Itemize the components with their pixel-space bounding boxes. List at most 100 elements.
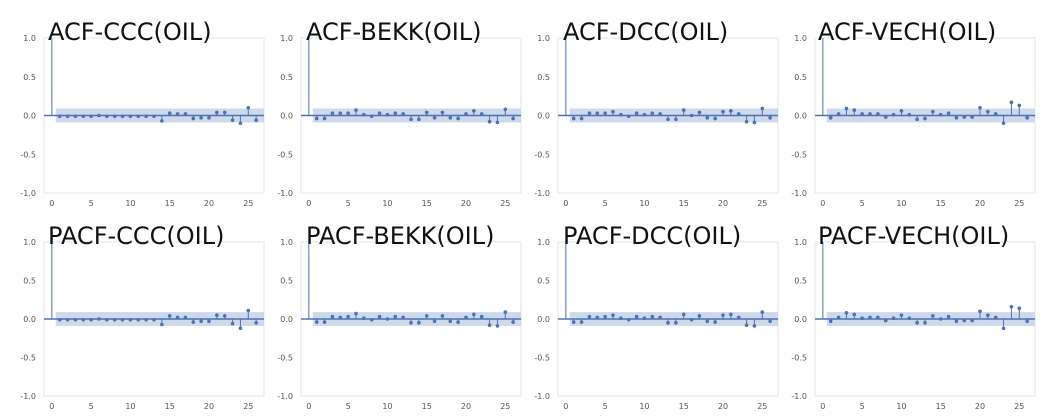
x-tick-label: 5 <box>89 402 94 411</box>
stem-marker <box>338 111 343 115</box>
stem-marker <box>666 117 670 122</box>
stem-marker <box>191 116 196 121</box>
x-tick-label: 20 <box>718 402 728 411</box>
stem-marker <box>938 112 943 117</box>
x-tick-label: 15 <box>165 199 175 208</box>
stem-marker <box>571 320 576 324</box>
y-tick-label: -1.0 <box>534 392 550 401</box>
stem-marker <box>978 105 982 110</box>
stem-marker <box>705 319 710 324</box>
y-tick-label: 1.0 <box>794 238 807 247</box>
stem-marker <box>120 317 125 322</box>
stem-marker <box>105 317 109 322</box>
stem-marker <box>246 105 251 110</box>
y-tick-label: 0.5 <box>23 277 36 286</box>
stem-marker <box>222 110 227 115</box>
stem-marker <box>760 106 765 111</box>
stem-marker <box>417 117 421 122</box>
stem-marker <box>65 317 70 322</box>
stem-marker <box>705 116 710 120</box>
stem-marker <box>362 112 366 117</box>
chart-title: ACF-CCC(OIL) <box>48 18 212 46</box>
stem-marker <box>354 108 358 112</box>
stem-marker <box>768 116 772 120</box>
y-tick-label: 1.0 <box>280 34 293 43</box>
stem-marker <box>112 114 117 119</box>
stem-marker <box>752 324 757 328</box>
stem-marker <box>144 114 148 119</box>
stem-marker <box>852 108 857 112</box>
stem-marker <box>175 315 180 320</box>
stem-marker <box>852 312 857 317</box>
stem-marker <box>658 112 662 116</box>
stem-marker <box>160 322 164 327</box>
stem-marker <box>456 320 460 324</box>
x-tick-label: 10 <box>639 199 649 208</box>
y-tick-label: 0.0 <box>537 315 550 324</box>
stem-marker <box>128 317 133 322</box>
stem-marker <box>931 109 935 114</box>
y-tick-label: 0.0 <box>23 315 36 324</box>
stem-marker <box>230 118 235 122</box>
y-tick-label: 0.0 <box>23 112 36 121</box>
stem-marker <box>89 114 93 119</box>
stem-marker <box>322 116 327 121</box>
stem-marker <box>417 321 421 325</box>
x-tick-label: 20 <box>975 199 985 208</box>
stem-marker <box>946 314 951 319</box>
stem-marker <box>254 321 258 325</box>
x-tick-label: 0 <box>49 402 54 411</box>
stem-marker <box>409 117 413 122</box>
stem-marker <box>472 109 476 113</box>
x-tick-label: 20 <box>204 402 214 411</box>
y-tick-label: -1.0 <box>277 189 293 198</box>
stem-marker <box>81 114 86 119</box>
stem-marker <box>314 116 319 121</box>
x-tick-label: 10 <box>125 199 135 208</box>
stem-marker <box>338 315 343 320</box>
chart-panel: -1.0 -0.5 0.0 0.5 1.0 0 5 10 15 20 25 PACF-BEKK(OIL… <box>277 222 522 411</box>
chart-panel: -1.0 -0.5 0.0 0.5 1.0 0 5 10 15 20 25 PACF-DCC(OIL) <box>534 222 779 411</box>
stem-marker <box>634 314 639 319</box>
stem-marker <box>330 314 335 319</box>
stem-marker <box>377 111 382 115</box>
stem-marker <box>1025 116 1029 120</box>
stem-marker <box>860 112 864 116</box>
y-tick-label: -0.5 <box>534 354 550 363</box>
stem-marker <box>729 312 733 317</box>
y-tick-label: 1.0 <box>537 34 550 43</box>
stem-marker <box>73 114 78 119</box>
chart-title: PACF-BEKK(OIL) <box>306 222 494 250</box>
x-tick-label: 10 <box>382 402 392 411</box>
y-tick-label: 1.0 <box>23 34 36 43</box>
stem-marker <box>681 108 686 112</box>
x-tick-label: 0 <box>563 402 568 411</box>
y-tick-label: 0.5 <box>537 73 550 82</box>
y-tick-label: -0.5 <box>534 150 550 159</box>
stem-marker <box>697 314 702 318</box>
stem-marker <box>112 317 117 322</box>
stem-marker <box>199 319 203 324</box>
x-tick-label: 10 <box>382 199 392 208</box>
stem-marker <box>1001 121 1006 126</box>
stem-marker <box>314 320 319 324</box>
stem-marker <box>456 116 460 121</box>
stem-marker <box>619 316 623 321</box>
stem-marker <box>1017 103 1022 108</box>
stem-marker <box>868 112 872 116</box>
stem-marker <box>330 111 335 115</box>
x-tick-label: 15 <box>936 199 946 208</box>
stem-marker <box>191 320 196 324</box>
stem-marker <box>57 317 62 322</box>
stem-marker <box>587 111 592 115</box>
stem-marker <box>619 112 623 117</box>
y-tick-label: 0.5 <box>23 73 36 82</box>
x-tick-label: 20 <box>975 402 985 411</box>
x-tick-label: 25 <box>1014 402 1024 411</box>
stem-marker <box>876 112 880 116</box>
stem-marker <box>954 319 959 324</box>
stem-marker <box>883 115 888 119</box>
stem-marker <box>713 320 717 324</box>
x-tick-label: 15 <box>165 402 175 411</box>
stem-marker <box>215 110 219 115</box>
